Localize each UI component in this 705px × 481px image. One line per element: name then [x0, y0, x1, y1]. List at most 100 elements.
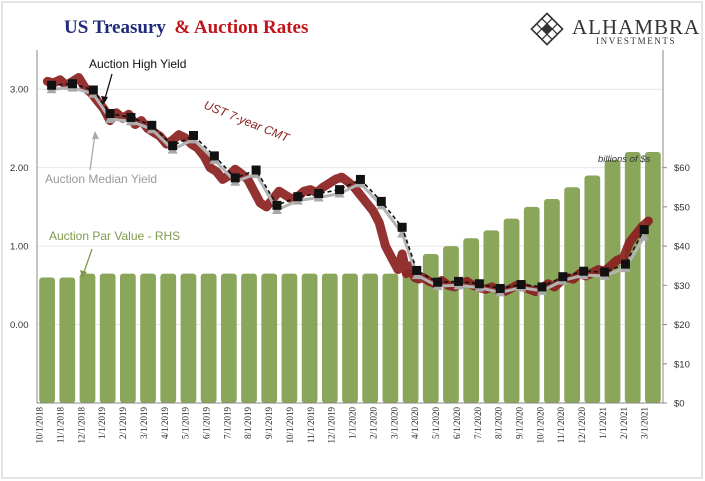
right-tick-label: $40	[674, 242, 690, 253]
x-tick-label: 11/1/2020	[556, 407, 566, 444]
right-tick-label: $10	[674, 359, 690, 370]
title-part-1: US Treasury	[64, 17, 166, 38]
par-value-bar	[362, 273, 379, 403]
par-value-bar	[241, 273, 257, 403]
x-tick-label: 10/1/2020	[535, 407, 545, 444]
par-value-bar	[140, 273, 156, 403]
x-tick-label: 11/1/2018	[55, 407, 65, 444]
high-yield-point	[230, 173, 240, 183]
left-tick-label: 1.00	[10, 242, 29, 253]
high-yield-point	[474, 279, 484, 289]
x-tick-label: 1/1/2021	[598, 407, 608, 439]
par-value-bar	[645, 151, 661, 403]
par-value-bar	[443, 246, 459, 403]
par-value-bar	[523, 206, 540, 403]
annotation-par-arrow	[82, 248, 93, 276]
par-value-bar	[200, 273, 217, 403]
right-tick-label: $60	[674, 163, 690, 174]
high-yield-point	[412, 265, 422, 275]
logo-subtitle: INVESTMENTS	[596, 36, 676, 46]
annotation-median-arrow	[89, 133, 96, 171]
x-tick-label: 3/1/2019	[139, 407, 149, 440]
par-value-bars	[39, 151, 661, 403]
left-tick-label: 0.00	[10, 320, 29, 331]
high-yield-point	[189, 131, 198, 141]
x-tick-label: 9/1/2020	[515, 407, 525, 440]
high-yield-point	[397, 222, 407, 232]
par-value-bar	[604, 159, 621, 403]
high-yield-point	[579, 266, 589, 276]
title-part-2: & Auction Rates	[174, 17, 308, 38]
high-yield-arrowhead	[101, 96, 108, 104]
high-yield-line	[51, 82, 645, 290]
high-yield-point	[293, 192, 303, 202]
par-value-arrowhead	[80, 270, 87, 278]
x-tick-label: 4/1/2019	[160, 407, 170, 440]
par-value-bar	[79, 273, 96, 403]
left-tick-label: 2.00	[10, 163, 29, 174]
high-yield-point	[620, 259, 630, 269]
x-tick-label: 5/1/2020	[431, 407, 441, 440]
high-yield-point	[209, 151, 219, 161]
par-value-bar	[483, 230, 500, 403]
par-value-bar	[544, 199, 560, 403]
high-yield-point	[516, 280, 526, 290]
high-yield-point	[495, 283, 505, 293]
high-yield-point	[376, 196, 386, 206]
x-tick-label: 10/1/2018	[35, 407, 45, 444]
par-value-bar	[301, 273, 318, 403]
diamond-lattice-icon	[530, 12, 564, 46]
par-value-bar	[160, 273, 177, 403]
high-yield-point	[433, 277, 443, 287]
par-value-bar	[281, 273, 298, 403]
par-value-bar	[422, 253, 439, 403]
par-value-bar	[220, 273, 237, 403]
par-value-bar	[624, 151, 641, 403]
high-yield-point	[600, 267, 610, 277]
right-tick-label: $20	[674, 320, 690, 331]
x-tick-label: 3/1/2020	[389, 407, 399, 440]
x-tick-label: 8/1/2019	[243, 407, 253, 440]
x-tick-label: 7/1/2019	[222, 407, 232, 440]
x-tick-label: 10/1/2019	[285, 407, 295, 444]
par-value-bar	[342, 273, 358, 403]
right-axis-label: billions of $s	[598, 154, 651, 165]
x-tick-label: 2/1/2020	[368, 407, 378, 440]
par-value-bar	[584, 175, 601, 403]
par-value-bar	[321, 273, 338, 403]
annotation-median-yield: Auction Median Yield	[45, 172, 157, 186]
right-tick-label: $50	[674, 202, 690, 213]
high-yield-point	[88, 85, 98, 95]
right-tick-label: $30	[674, 281, 690, 292]
high-yield-point	[126, 112, 136, 122]
annotation-high-yield: Auction High Yield	[89, 57, 186, 71]
high-yield-point	[537, 282, 547, 292]
x-tick-label: 12/1/2018	[76, 407, 86, 444]
x-tick-label: 3/1/2021	[640, 407, 650, 439]
median-yield-point	[105, 114, 116, 124]
high-yield-point	[314, 189, 324, 199]
x-tick-label: 6/1/2020	[452, 407, 462, 440]
x-tick-label: 6/1/2019	[202, 407, 212, 440]
high-yield-point	[272, 200, 282, 210]
high-yield-point	[251, 165, 261, 175]
chart-title: US Treasury & Auction Rates	[64, 17, 308, 38]
high-yield-point	[558, 272, 568, 282]
left-tick-label: 3.00	[10, 85, 29, 96]
annotation-par-value: Auction Par Value - RHS	[49, 229, 180, 243]
x-tick-label: 12/1/2019	[327, 407, 337, 444]
par-value-bar	[503, 218, 520, 403]
par-value-bar	[382, 273, 399, 403]
high-yield-point	[454, 276, 464, 286]
par-value-bar	[39, 277, 55, 403]
x-tick-label: 9/1/2019	[264, 407, 274, 440]
high-yield-point	[355, 174, 365, 184]
x-tick-label: 11/1/2019	[306, 407, 316, 444]
par-value-bar	[564, 187, 581, 403]
high-yield-point	[67, 79, 77, 89]
high-yield-point	[105, 109, 115, 119]
high-yield-point	[168, 141, 178, 151]
x-tick-label: 8/1/2020	[494, 407, 504, 440]
median-yield-point	[639, 231, 650, 241]
x-tick-labels: 10/1/2018 11/1/2018 12/1/2018 1/1/2019 2/1/2…	[35, 407, 650, 444]
